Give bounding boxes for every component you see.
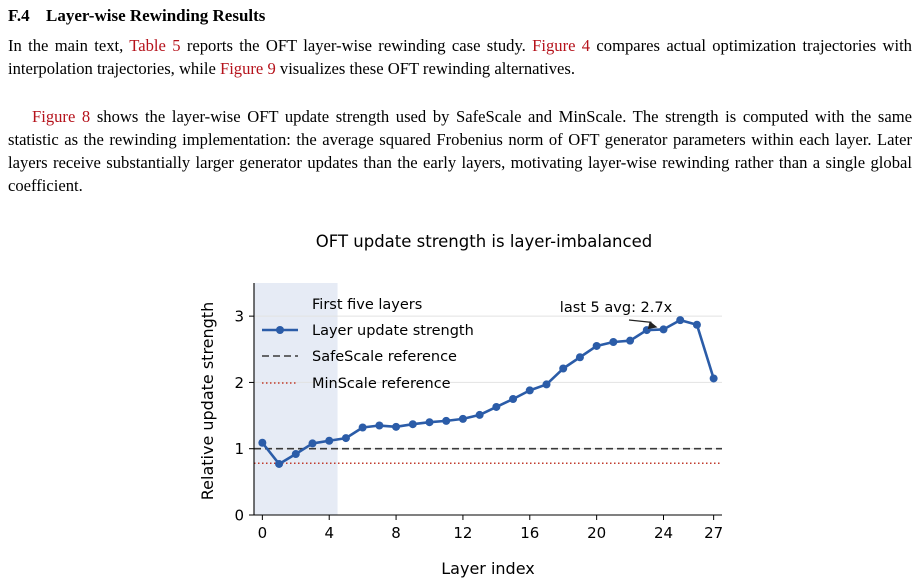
data-point-layer-21 <box>609 337 618 346</box>
annotation-label: last 5 avg: 2.7x <box>560 300 673 316</box>
annotation-arrow-head <box>647 321 658 330</box>
x-tick-label-0: 0 <box>258 524 268 542</box>
section-title: Layer-wise Rewinding Results <box>46 6 266 25</box>
y-tick-label-3: 3 <box>234 308 244 326</box>
data-point-layer-15 <box>509 395 518 403</box>
data-point-layer-1 <box>275 459 284 468</box>
legend-label-layer-update-strength: Layer update strength <box>312 323 474 339</box>
data-point-layer-24 <box>659 325 668 334</box>
p1-text-2: reports the OFT layer-wise rewinding cas… <box>180 36 533 55</box>
y-tick-label-1: 1 <box>234 440 244 458</box>
data-point-layer-17 <box>542 380 551 389</box>
paragraph-2: Figure 8 shows the layer-wise OFT update… <box>8 105 912 197</box>
legend-label-first-five-layers: First five layers <box>312 297 422 313</box>
p2-text-1: shows the layer-wise OFT update strength… <box>8 107 912 195</box>
data-point-layer-19 <box>575 353 584 362</box>
data-point-layer-8 <box>392 422 401 431</box>
data-point-layer-6 <box>358 423 367 432</box>
x-tick-label-16: 16 <box>520 524 539 542</box>
data-point-layer-18 <box>559 364 568 373</box>
data-point-layer-9 <box>408 420 417 429</box>
legend: First five layers Layer update strength Sa… <box>262 297 474 392</box>
data-point-layer-16 <box>525 386 534 395</box>
data-point-layer-11 <box>442 416 451 425</box>
legend-swatch-shade <box>262 298 298 310</box>
x-tick-label-27: 27 <box>704 524 723 542</box>
figure-8-link[interactable]: Figure 8 <box>32 107 91 126</box>
y-tick-label-0: 0 <box>234 507 244 525</box>
data-point-layer-20 <box>592 341 601 350</box>
data-point-layer-12 <box>458 414 467 423</box>
figure-9-link[interactable]: Figure 9 <box>219 59 276 78</box>
figure-4-link[interactable]: Figure 4 <box>532 36 591 55</box>
legend-swatch-series-marker <box>276 326 284 334</box>
data-point-layer-27 <box>709 374 718 383</box>
legend-label-safescale: SafeScale reference <box>312 349 457 365</box>
data-point-layer-3 <box>308 439 317 448</box>
x-tick-label-20: 20 <box>587 524 606 542</box>
p1-text-4: visualizes these OFT rewinding alternati… <box>275 59 575 78</box>
data-point-layer-13 <box>475 410 484 419</box>
first-five-layers-shade <box>254 283 338 515</box>
data-point-layer-2 <box>291 450 300 459</box>
y-tick-label-2: 2 <box>234 374 244 392</box>
section-number: F.4 <box>8 6 30 25</box>
p1-text-1: In the main text, <box>8 36 130 55</box>
data-point-layer-0 <box>258 438 267 447</box>
data-point-layer-7 <box>375 421 384 430</box>
x-tick-label-24: 24 <box>654 524 673 542</box>
data-point-layer-26 <box>692 320 701 329</box>
annotation-arrow-line <box>628 319 652 324</box>
y-axis-label: Relative update strength <box>198 302 217 500</box>
p1-text-3: compares actual optimization trajectorie… <box>8 36 912 78</box>
data-point-layer-14 <box>492 402 501 411</box>
paragraph-1: In the main text, Table 5 reports the OF… <box>8 34 912 80</box>
data-point-layer-25 <box>676 316 685 325</box>
layer-update-strength-line <box>261 318 715 466</box>
chart-title: OFT update strength is layer-imbalanced <box>316 232 652 251</box>
data-point-layer-5 <box>341 434 350 443</box>
x-axis-label: Layer index <box>441 559 534 578</box>
data-point-layer-10 <box>425 418 434 427</box>
data-point-layer-4 <box>325 436 334 445</box>
x-tick-label-12: 12 <box>453 524 472 542</box>
data-point-layer-22 <box>626 336 635 345</box>
x-tick-label-8: 8 <box>391 524 401 542</box>
table-5-link[interactable]: Table 5 <box>129 36 181 55</box>
legend-label-minscale: MinScale reference <box>312 376 451 392</box>
x-tick-label-4: 4 <box>324 524 334 542</box>
section-heading: F.4 Layer-wise Rewinding Results <box>8 6 265 26</box>
